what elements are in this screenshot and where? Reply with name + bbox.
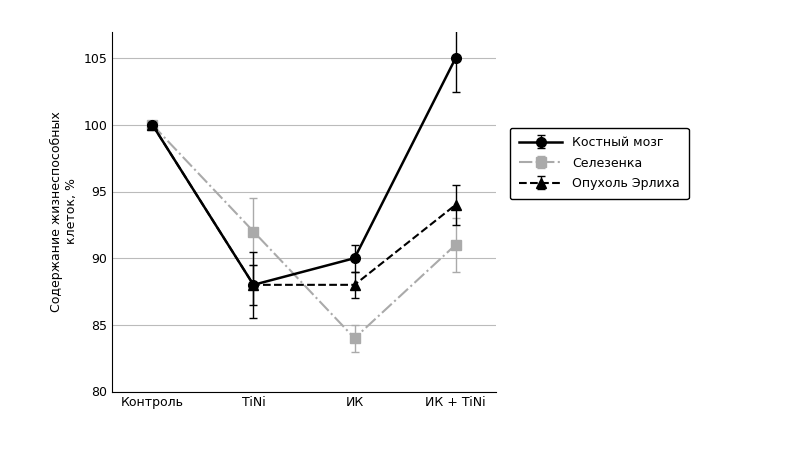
Legend: Костный мозг, Селезенка, Опухоль Эрлиха: Костный мозг, Селезенка, Опухоль Эрлиха — [510, 128, 689, 199]
Y-axis label: Содержание жизнеспособных
клеток, %: Содержание жизнеспособных клеток, % — [50, 111, 78, 312]
